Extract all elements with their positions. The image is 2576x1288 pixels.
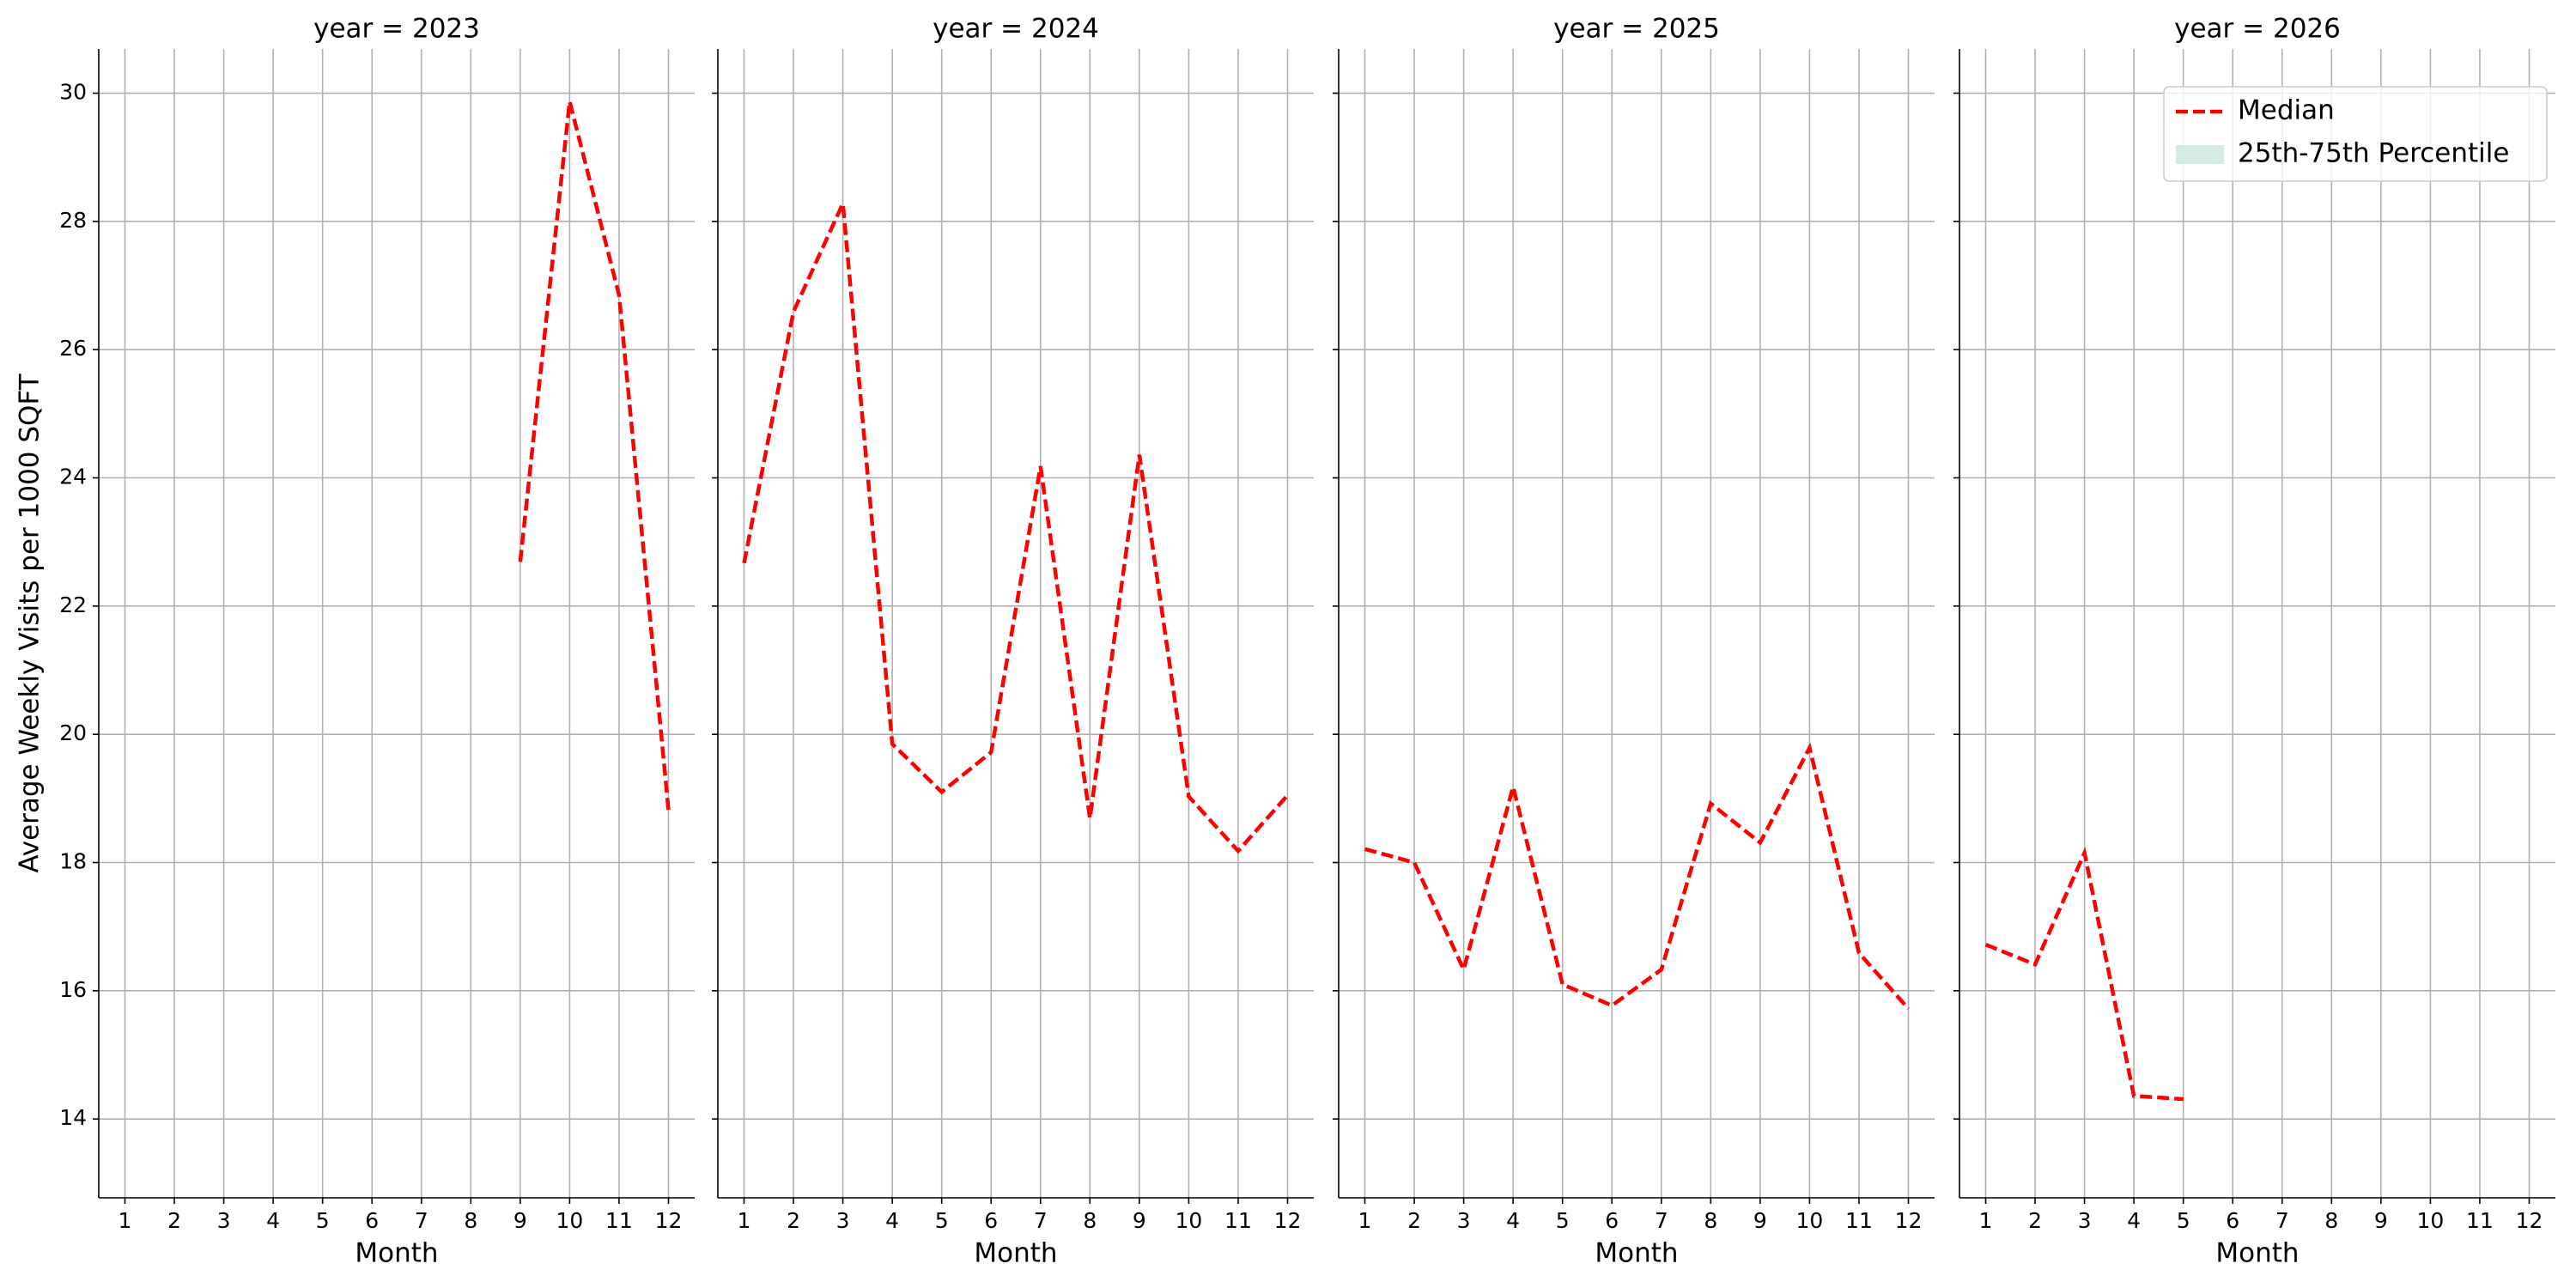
x-tick-label: 9	[513, 1208, 527, 1233]
y-tick-label: 14	[59, 1105, 87, 1130]
x-tick-label: 10	[2417, 1208, 2445, 1233]
x-tick-label: 12	[655, 1208, 683, 1233]
median-line	[1984, 846, 2184, 1102]
x-axis-label: Month	[2215, 1238, 2299, 1269]
x-tick-label: 10	[1176, 1208, 1203, 1233]
x-tick-label: 6	[2226, 1208, 2239, 1233]
x-tick-label: 4	[1506, 1208, 1520, 1233]
x-tick-label: 3	[217, 1208, 231, 1233]
x-tick-label: 7	[415, 1208, 428, 1233]
y-tick-label: 22	[59, 592, 87, 617]
x-tick-label: 10	[1796, 1208, 1824, 1233]
x-tick-label: 8	[464, 1208, 477, 1233]
x-tick-label: 4	[2127, 1208, 2141, 1233]
x-tick-label: 2	[167, 1208, 181, 1233]
x-tick-label: 7	[2275, 1208, 2289, 1233]
x-tick-label: 6	[984, 1208, 998, 1233]
x-tick-label: 9	[1133, 1208, 1146, 1233]
x-tick-label: 9	[1753, 1208, 1767, 1233]
legend-label: Median	[2238, 95, 2335, 126]
x-tick-label: 5	[316, 1208, 330, 1233]
median-line	[518, 100, 671, 811]
median-line	[1364, 742, 1911, 1011]
x-tick-label: 1	[1358, 1208, 1372, 1233]
x-tick-label: 10	[556, 1208, 584, 1233]
x-tick-label: 3	[836, 1208, 850, 1233]
x-tick-label: 5	[935, 1208, 949, 1233]
y-tick-label: 18	[59, 849, 87, 874]
x-tick-label: 7	[1034, 1208, 1048, 1233]
panel-title: year = 2026	[2174, 14, 2341, 45]
x-tick-label: 2	[1407, 1208, 1421, 1233]
x-tick-label: 8	[2324, 1208, 2338, 1233]
x-tick-label: 6	[1605, 1208, 1619, 1233]
y-tick-label: 16	[59, 977, 87, 1002]
legend-label: 25th-75th Percentile	[2238, 138, 2509, 169]
x-tick-label: 5	[1556, 1208, 1570, 1233]
x-tick-label: 12	[1895, 1208, 1923, 1233]
x-tick-label: 3	[1457, 1208, 1471, 1233]
x-tick-label: 12	[2516, 1208, 2543, 1233]
y-tick-label: 24	[59, 465, 87, 489]
panel-title: year = 2024	[933, 14, 1099, 45]
y-tick-label: 30	[59, 80, 87, 105]
median-line	[742, 196, 1290, 854]
legend-swatch	[2176, 145, 2224, 164]
x-tick-label: 8	[1704, 1208, 1717, 1233]
x-tick-label: 3	[2078, 1208, 2092, 1233]
x-tick-label: 11	[605, 1208, 633, 1233]
y-tick-label: 26	[59, 336, 87, 361]
y-tick-label: 28	[59, 208, 87, 233]
x-tick-label: 11	[1845, 1208, 1873, 1233]
x-tick-label: 1	[1979, 1208, 1993, 1233]
x-tick-label: 11	[2466, 1208, 2494, 1233]
x-tick-label: 4	[885, 1208, 899, 1233]
x-tick-label: 2	[787, 1208, 800, 1233]
x-tick-label: 1	[738, 1208, 751, 1233]
x-tick-label: 2	[2028, 1208, 2042, 1233]
x-tick-label: 9	[2374, 1208, 2388, 1233]
y-tick-label: 20	[59, 720, 87, 745]
legend-box	[2163, 86, 2548, 182]
x-tick-label: 6	[365, 1208, 379, 1233]
legend: Median 25th-75th Percentile	[2163, 86, 2548, 182]
y-axis-label: Average Weekly Visits per 1000 SQFT	[15, 373, 46, 872]
panel-title: year = 2023	[313, 14, 480, 45]
x-tick-label: 11	[1224, 1208, 1252, 1233]
x-axis-label: Month	[1595, 1238, 1678, 1269]
panel-title: year = 2025	[1553, 14, 1720, 45]
x-tick-label: 1	[118, 1208, 132, 1233]
x-tick-label: 12	[1274, 1208, 1302, 1233]
x-tick-label: 5	[2177, 1208, 2190, 1233]
x-axis-label: Month	[355, 1238, 438, 1269]
x-tick-label: 4	[266, 1208, 280, 1233]
x-axis-label: Month	[974, 1238, 1057, 1269]
x-tick-label: 7	[1655, 1208, 1668, 1233]
x-tick-label: 8	[1083, 1208, 1097, 1233]
